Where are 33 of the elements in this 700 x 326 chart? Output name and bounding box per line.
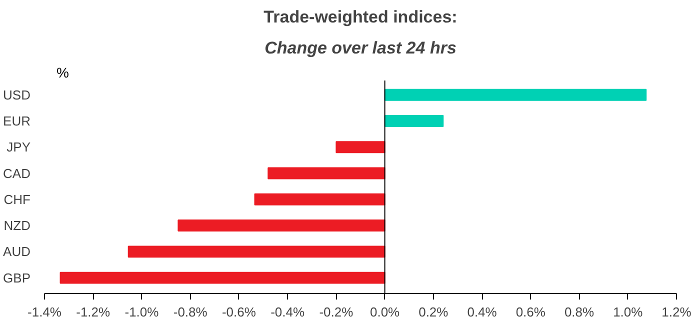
x-tick-label: 0.6% xyxy=(516,304,546,320)
y-tick-label: NZD xyxy=(4,218,30,234)
y-tick-label: JPY xyxy=(6,140,31,155)
bar xyxy=(336,141,386,154)
x-tick-label: -1.2% xyxy=(76,304,111,320)
chart-subtitle: Change over last 24 hrs xyxy=(264,38,456,58)
bar xyxy=(384,115,444,127)
y-tick-label: USD xyxy=(3,87,31,102)
x-tick-label: -0.4% xyxy=(270,304,305,320)
bar xyxy=(268,167,386,180)
x-tick-label: 1.0% xyxy=(613,304,644,320)
x-tick-label: 0.0% xyxy=(370,304,400,320)
bar xyxy=(384,88,647,101)
x-tick-label: 0.2% xyxy=(418,304,449,320)
y-tick-label: CHF xyxy=(4,192,31,207)
x-tick-label: 0.8% xyxy=(564,304,595,320)
x-tick-label: -0.6% xyxy=(222,304,256,320)
y-tick-label: EUR xyxy=(3,114,31,129)
x-tick-label: 0.4% xyxy=(467,304,498,320)
bar xyxy=(254,193,386,206)
y-tick-label: GBP xyxy=(3,270,31,286)
bar xyxy=(128,246,386,258)
bar xyxy=(178,220,386,232)
bar xyxy=(60,272,386,284)
x-tick-label: 1.2% xyxy=(662,304,692,320)
y-tick-label: AUD xyxy=(3,244,31,260)
y-axis-title: % xyxy=(56,64,69,80)
chart-title: Trade-weighted indices: xyxy=(264,8,458,26)
x-tick-label: -1.4% xyxy=(28,304,62,320)
x-tick-label: -0.2% xyxy=(319,304,354,320)
x-tick-label: -1.0% xyxy=(124,304,160,320)
y-tick-label: CAD xyxy=(3,166,31,181)
x-tick-label: -0.8% xyxy=(173,304,208,320)
